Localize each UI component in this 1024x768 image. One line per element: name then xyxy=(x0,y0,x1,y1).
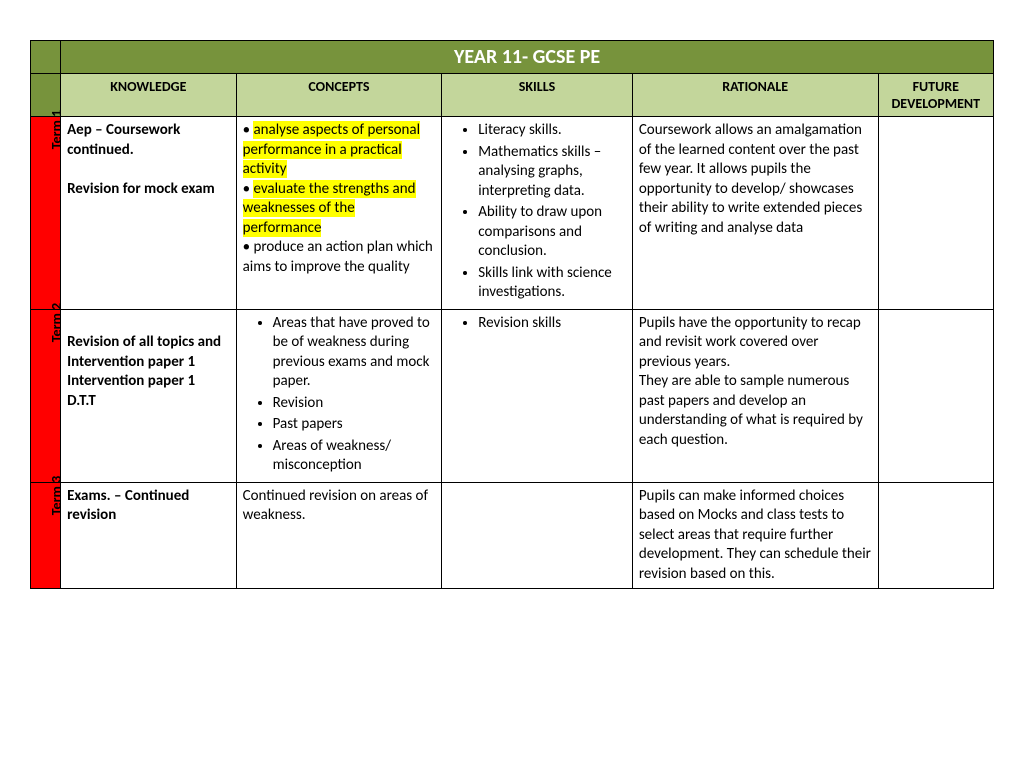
curriculum-table: YEAR 11- GCSE PE KNOWLEDGE CONCEPTS SKIL… xyxy=(30,40,994,589)
term2-concepts: Areas that have proved to be of weakness… xyxy=(236,309,442,482)
term3-label: Term 3 xyxy=(48,475,65,514)
term1-concepts-b2-prefix: • xyxy=(243,180,254,198)
term1-label-cell: Term 1 xyxy=(31,117,61,310)
term1-concepts-b1-prefix: • xyxy=(243,121,254,139)
header-future: FUTURE DEVELOPMENT xyxy=(878,74,993,117)
term1-skills-b4: Skills link with science investigations. xyxy=(478,264,626,303)
term1-concepts: • analyse aspects of personal performanc… xyxy=(236,117,442,310)
term2-concepts-b2: Revision xyxy=(273,394,436,414)
term1-skills-b1: Literacy skills. xyxy=(478,121,626,141)
term1-skills-b2: Mathematics skills – analysing graphs, i… xyxy=(478,143,626,202)
term3-knowledge: Exams. – Continued revision xyxy=(61,482,237,589)
term1-rationale: Coursework allows an amalgamation of the… xyxy=(632,117,878,310)
term2-knowledge: Revision of all topics and Intervention … xyxy=(61,309,237,482)
term2-future xyxy=(878,309,993,482)
term2-knowledge-text: Revision of all topics and Intervention … xyxy=(67,333,221,410)
term1-concepts-b3: • produce an action plan which aims to i… xyxy=(243,238,433,276)
term2-skills-b1: Revision skills xyxy=(478,314,626,334)
term1-label: Term 1 xyxy=(48,110,65,149)
term2-label-cell: Term 2 xyxy=(31,309,61,482)
term3-future xyxy=(878,482,993,589)
corner-cell xyxy=(31,41,61,74)
term2-rationale: Pupils have the opportunity to recap and… xyxy=(632,309,878,482)
term3-concepts: Continued revision on areas of weakness. xyxy=(236,482,442,589)
term2-concepts-b4: Areas of weakness/ misconception xyxy=(273,437,436,476)
header-skills: SKILLS xyxy=(442,74,633,117)
term1-skills-b3: Ability to draw upon comparisons and con… xyxy=(478,203,626,262)
term3-skills xyxy=(442,482,633,589)
table-title: YEAR 11- GCSE PE xyxy=(61,41,994,74)
term3-label-cell: Term 3 xyxy=(31,482,61,589)
term2-concepts-b3: Past papers xyxy=(273,415,436,435)
term3-rationale: Pupils can make informed choices based o… xyxy=(632,482,878,589)
header-concepts: CONCEPTS xyxy=(236,74,442,117)
term1-concepts-b1: analyse aspects of personal performance … xyxy=(243,121,420,178)
term2-concepts-b1: Areas that have proved to be of weakness… xyxy=(273,314,436,392)
term1-concepts-b2: evaluate the strengths and weaknesses of… xyxy=(243,180,416,237)
term1-skills: Literacy skills. Mathematics skills – an… xyxy=(442,117,633,310)
term1-future xyxy=(878,117,993,310)
term2-skills: Revision skills xyxy=(442,309,633,482)
term1-knowledge: Aep – Coursework continued. Revision for… xyxy=(61,117,237,310)
term1-knowledge-line2: Revision for mock exam xyxy=(67,180,230,200)
header-rationale: RATIONALE xyxy=(632,74,878,117)
header-knowledge: KNOWLEDGE xyxy=(61,74,237,117)
term1-knowledge-line1: Aep – Coursework continued. xyxy=(67,121,230,160)
term2-label: Term 2 xyxy=(48,302,65,341)
